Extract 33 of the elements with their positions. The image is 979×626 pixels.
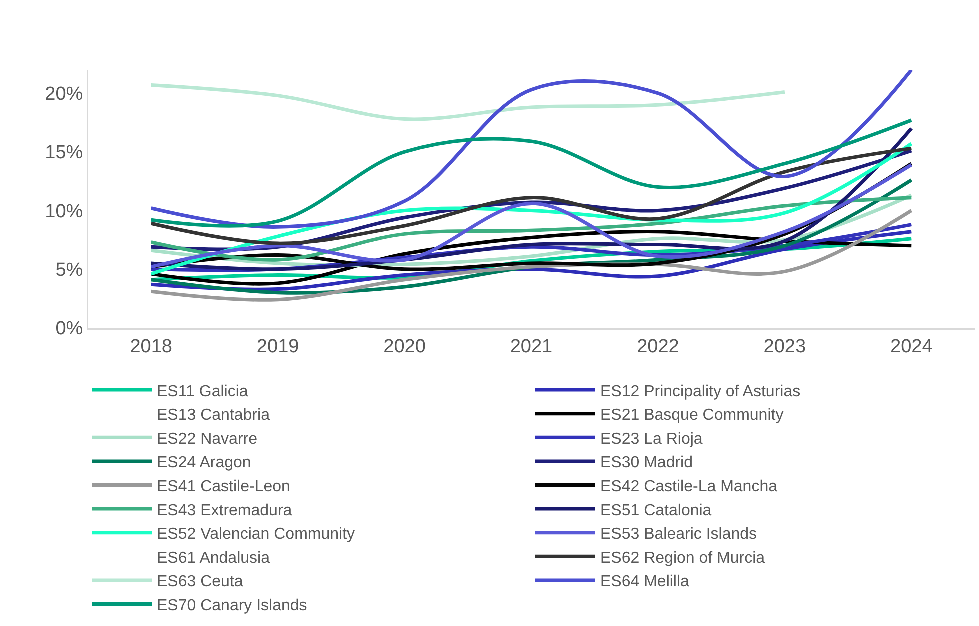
legend-label: ES24 Aragon: [157, 454, 252, 472]
y-tick-label: 15%: [45, 142, 84, 164]
y-tick-label: 10%: [45, 201, 84, 222]
y-tick-label: 0%: [56, 318, 84, 340]
legend-label: ES12 Principality of Asturias: [600, 383, 801, 400]
text: ES61 Andalusia: [157, 550, 270, 567]
x-tick-label: 2023: [764, 336, 806, 358]
legend-label: ES23 La Rioja: [600, 430, 703, 448]
y-tick-label: 5%: [56, 260, 84, 282]
legend-label: ES53 Balearic Islands: [600, 526, 758, 544]
legend-label: ES30 Madrid: [600, 454, 693, 472]
legend-label: ES51 Catalonia: [600, 502, 712, 520]
legend-label: ES41 Castile-Leon: [157, 478, 290, 496]
x-tick-label: 2018: [130, 336, 172, 358]
legend-label: ES64 Melilla: [600, 574, 690, 591]
x-tick-label: 2022: [637, 336, 680, 358]
legend-label: ES52 Valencian Community: [157, 526, 356, 544]
line-series: [150, 84, 787, 122]
legend-label: ES63 Ceuta: [157, 574, 244, 591]
legend-label: ES70 Canary Islands: [157, 597, 308, 614]
line-series: [150, 70, 914, 229]
legend-label: ES11 Galicia: [157, 383, 248, 400]
text: ES13 Cantabria: [157, 407, 270, 424]
legend-label: ES43 Extremadura: [157, 502, 292, 520]
x-tick-label: 2020: [384, 336, 426, 358]
legend-label: ES62 Region of Murcia: [600, 550, 766, 567]
legend-label: ES42 Castile-La Mancha: [600, 478, 778, 496]
x-tick-label: 2021: [510, 336, 553, 358]
x-tick-label: 2019: [256, 336, 300, 358]
x-tick-label: 2024: [890, 336, 934, 358]
y-tick-label: 20%: [45, 84, 84, 106]
legend-label: ES21 Basque Community: [600, 407, 784, 424]
legend-label: ES22 Navarre: [157, 430, 258, 448]
